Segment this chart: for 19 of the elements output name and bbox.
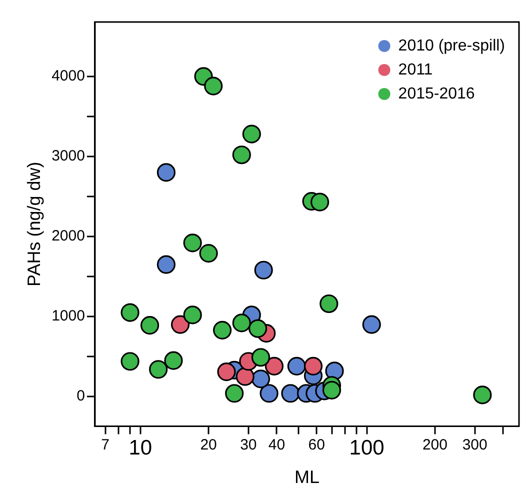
y-tick-label: 0 <box>76 388 85 405</box>
x-tick-label: 200 <box>422 436 448 454</box>
legend-label: 2011 <box>398 61 433 78</box>
y-tick-label: 2000 <box>52 228 85 245</box>
y-tick-label: 1000 <box>52 308 85 325</box>
x-tick-label: 40 <box>268 436 286 454</box>
x-axis-title: ML <box>294 467 320 488</box>
x-tick-label: 60 <box>308 436 325 454</box>
y-tick-label: 4000 <box>52 68 85 85</box>
y-axis-title: PAHs (ng/g dw) <box>24 162 44 286</box>
x-tick-label: 7 <box>101 436 110 454</box>
x-tick-label: 20 <box>200 436 217 454</box>
x-tick-label: 100 <box>349 436 384 460</box>
x-tick-label: 30 <box>240 436 257 454</box>
x-tick-label: 300 <box>462 436 488 454</box>
legend-label: 2010 (pre-spill) <box>398 37 506 54</box>
y-tick-label: 3000 <box>52 148 85 165</box>
x-tick-label: 10 <box>128 436 152 460</box>
legend-label: 2015-2016 <box>398 85 475 102</box>
